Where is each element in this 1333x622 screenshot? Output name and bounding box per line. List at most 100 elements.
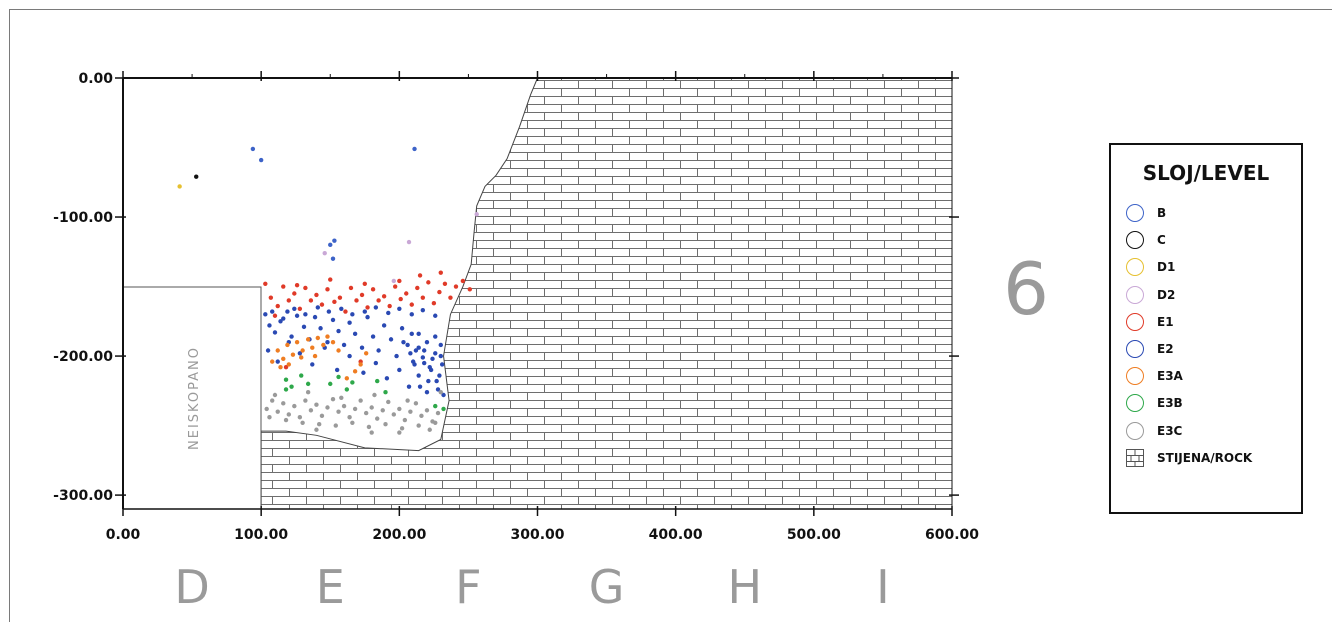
data-point-e3a: [299, 355, 304, 360]
legend-item-e3a: E3A: [1126, 363, 1183, 389]
data-point-e3c: [416, 423, 421, 428]
data-point-e3a: [321, 342, 326, 348]
legend-item-e3c: E3C: [1126, 418, 1182, 444]
data-point-e2: [270, 309, 275, 314]
legend-item-e3b: E3B: [1126, 390, 1183, 416]
data-point-e3c: [314, 427, 319, 432]
data-point-e3c: [399, 426, 405, 431]
data-point-e2: [422, 348, 427, 353]
data-point-e2: [330, 317, 336, 323]
data-point-e3a: [300, 348, 305, 353]
data-point-e1: [359, 292, 365, 298]
data-point-e3b: [289, 384, 294, 389]
data-point-e2: [405, 342, 410, 348]
data-point-e2: [301, 324, 307, 330]
legend-swatch-icon: [1126, 231, 1144, 250]
data-point-e3b: [305, 381, 311, 387]
data-point-e3a: [358, 362, 363, 367]
data-point-e3c: [397, 406, 402, 412]
excavation-boundary: [260, 77, 538, 509]
data-point-e3b: [299, 373, 304, 378]
data-point-e2: [420, 307, 426, 313]
rock-fill: [261, 78, 953, 509]
data-point-e2: [350, 312, 355, 317]
zone-label-h: H: [727, 560, 762, 614]
data-point-e2: [294, 313, 300, 318]
data-point-e2: [272, 330, 278, 335]
data-point-e1: [268, 295, 274, 300]
data-point-e2: [376, 348, 381, 353]
data-point-e3a: [315, 335, 321, 341]
data-point-e3b: [336, 374, 341, 380]
data-point-d2: [391, 278, 397, 284]
legend-item-rock: STIJENA/ROCK: [1126, 445, 1252, 471]
data-point-e1: [354, 298, 359, 303]
data-point-e1: [314, 292, 319, 298]
data-point-e1: [397, 278, 402, 284]
data-point-e2: [359, 345, 365, 350]
data-point-e1: [325, 287, 330, 292]
data-point-e2: [297, 351, 303, 356]
data-point-e2: [416, 345, 421, 350]
data-point-e3c: [352, 406, 358, 412]
data-point-e3c: [283, 417, 289, 423]
data-point-e2: [381, 323, 387, 328]
legend: SLOJ/LEVEL B C D1 D2 E1 E2 E3A E3B E3C STIJENA/RO…: [1109, 143, 1303, 514]
unexcavated-label: NEISKOPANO: [187, 346, 202, 450]
data-point-e3a: [312, 353, 318, 359]
data-point-e2: [420, 355, 426, 360]
data-point-e3c: [427, 427, 432, 432]
data-point-e1: [431, 301, 437, 306]
data-point-d1: [177, 184, 182, 189]
data-point-e2: [406, 384, 412, 389]
data-point-e2: [416, 331, 421, 337]
legend-item-b: B: [1126, 200, 1166, 226]
data-point-e3a: [363, 351, 369, 356]
x-tick-label: 500.00: [787, 527, 841, 543]
data-point-e1: [417, 273, 423, 278]
unexcavated-box: [122, 286, 262, 510]
data-point-e3c: [366, 424, 372, 430]
data-point-e3b: [283, 387, 289, 392]
data-point-e2: [361, 370, 366, 375]
data-point-e2: [399, 326, 405, 331]
data-point-e3c: [408, 409, 413, 414]
data-point-e3a: [290, 352, 296, 357]
legend-label: E2: [1157, 342, 1174, 356]
rock-hatch-icon: [1126, 448, 1144, 467]
legend-swatch-icon: [1126, 312, 1144, 331]
data-point-e2: [336, 328, 341, 334]
data-point-e3b: [328, 381, 333, 387]
data-point-e3c: [369, 405, 374, 410]
data-point-e2: [373, 360, 379, 366]
data-point-e3c: [264, 406, 269, 412]
data-point-e3c: [281, 401, 286, 406]
data-point-e2: [370, 334, 376, 339]
data-point-e2: [417, 384, 423, 389]
data-point-e1: [283, 364, 289, 370]
data-point-e1: [392, 284, 398, 289]
data-point-e2: [397, 306, 402, 311]
data-point-e3c: [413, 401, 419, 406]
x-tick-label: 100.00: [234, 527, 288, 543]
data-point-d2: [474, 212, 479, 217]
data-point-b: [332, 238, 337, 243]
data-point-e2: [292, 306, 297, 311]
data-point-e2: [315, 305, 321, 310]
legend-swatch-icon: [1126, 285, 1144, 304]
x-tick-label: 300.00: [510, 527, 564, 543]
data-point-e2: [275, 359, 280, 364]
data-point-e1: [415, 285, 420, 291]
data-point-e1: [442, 281, 448, 286]
data-point-e3a: [344, 376, 350, 381]
data-point-e3c: [435, 410, 441, 416]
data-point-e2: [341, 342, 347, 348]
data-point-e3c: [297, 415, 303, 420]
legend-label: E3C: [1157, 423, 1183, 438]
data-point-e1: [398, 296, 403, 302]
legend-label: D1: [1157, 260, 1176, 275]
data-point-d2: [406, 239, 412, 245]
data-point-e1: [297, 306, 303, 311]
data-point-e2: [435, 387, 441, 392]
data-point-e3c: [319, 413, 325, 419]
